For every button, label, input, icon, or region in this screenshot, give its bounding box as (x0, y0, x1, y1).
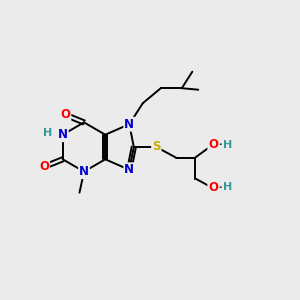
Text: O: O (60, 108, 70, 122)
Text: N: N (124, 118, 134, 131)
Text: N: N (58, 128, 68, 141)
Text: H: H (223, 182, 232, 193)
Text: -: - (218, 181, 223, 194)
Text: O: O (39, 160, 49, 173)
Text: N: N (124, 163, 134, 176)
Text: O: O (208, 138, 218, 152)
Text: O: O (208, 181, 218, 194)
Text: H: H (223, 140, 232, 150)
Text: -: - (218, 138, 223, 152)
Text: H: H (43, 128, 52, 138)
Text: S: S (152, 140, 160, 154)
Text: N: N (79, 165, 89, 178)
